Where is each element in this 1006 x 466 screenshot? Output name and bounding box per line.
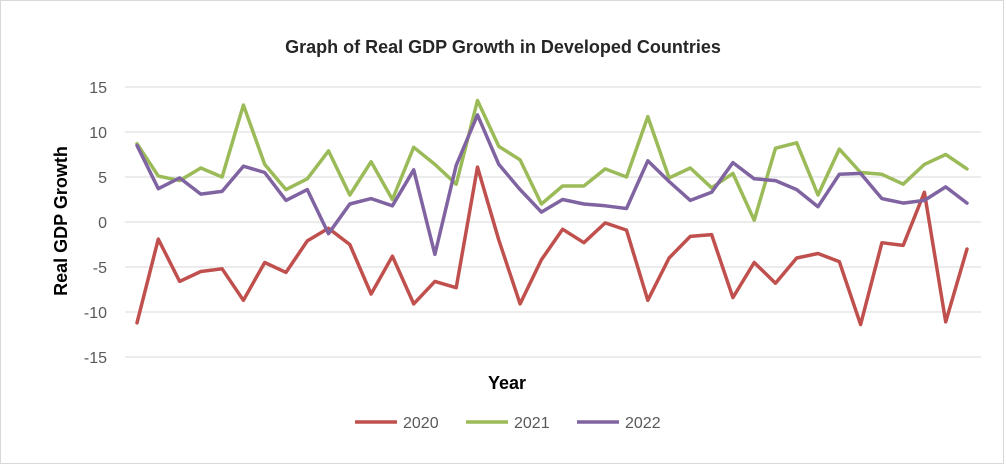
series-line-2021 — [135, 98, 969, 222]
series-lines — [135, 98, 969, 327]
legend: 2020 2021 2022 — [355, 415, 661, 432]
x-axis-title: Year — [488, 373, 526, 393]
legend-item-2020: 2020 — [355, 415, 439, 432]
y-tick-label: -5 — [93, 260, 107, 277]
y-axis-title: Real GDP Growth — [51, 146, 71, 296]
y-tick-label: -15 — [84, 350, 107, 367]
series-line-2020 — [135, 165, 969, 327]
y-tick-label: 15 — [89, 80, 107, 97]
gridlines — [125, 86, 981, 358]
legend-label: 2022 — [625, 415, 661, 432]
chart-title: Graph of Real GDP Growth in Developed Co… — [285, 37, 721, 57]
legend-item-2021: 2021 — [466, 415, 550, 432]
legend-label: 2020 — [403, 415, 439, 432]
y-axis-tick-labels: 15 10 5 0 -5 -10 -15 — [84, 80, 107, 367]
legend-label: 2021 — [514, 415, 550, 432]
y-tick-label: -10 — [84, 305, 107, 322]
legend-item-2022: 2022 — [577, 415, 661, 432]
y-tick-label: 0 — [98, 215, 107, 232]
y-tick-label: 10 — [89, 125, 107, 142]
y-tick-label: 5 — [98, 170, 107, 187]
series-line-2022 — [135, 113, 969, 257]
